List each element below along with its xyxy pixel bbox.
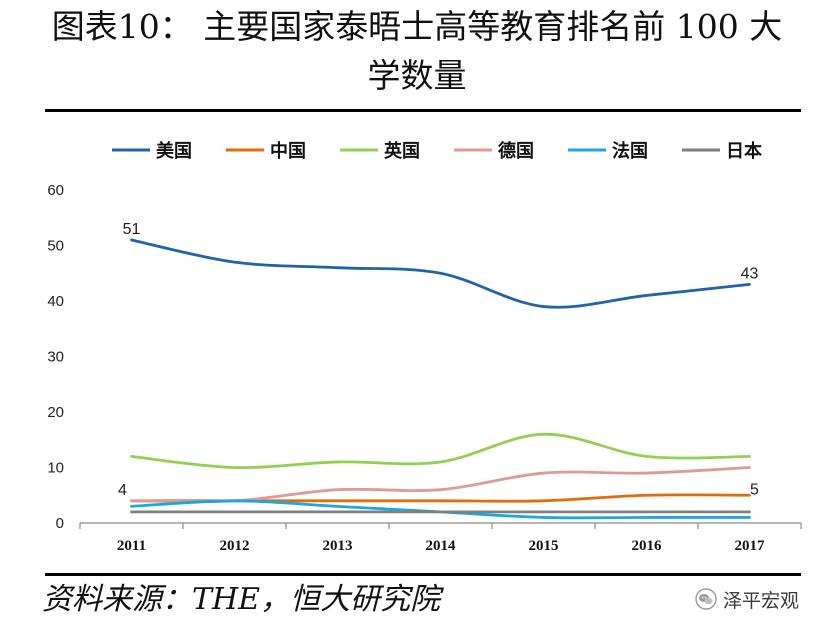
series-line-uk: [130, 432, 751, 469]
data-point-japan-2012: [232, 509, 238, 515]
data-point-france-2012: [232, 498, 238, 504]
chart-title-line-1: 图表10： 主要国家泰晤士高等教育排名前 100 大: [51, 7, 783, 46]
data-point-japan-2015: [541, 509, 547, 515]
legend-label-usa: 美国: [156, 140, 192, 162]
x-tick-label-2012: 2012: [220, 538, 250, 554]
series-japan: [129, 509, 753, 515]
data-point-germany-2013: [335, 487, 341, 493]
legend-label-china: 中国: [270, 140, 306, 162]
data-point-uk-2013: [335, 459, 341, 465]
y-tick-label: 0: [56, 515, 64, 532]
series-usa: [130, 238, 751, 310]
data-point-uk-2014: [438, 459, 444, 465]
data-point-germany-2016: [644, 470, 650, 476]
y-tick-label: 30: [47, 349, 64, 366]
legend-item-germany: 德国: [454, 140, 534, 162]
data-point-france-2017: [747, 514, 753, 520]
data-point-china-2016: [644, 492, 650, 498]
y-tick-label: 20: [47, 404, 64, 421]
data-point-japan-2016: [644, 509, 650, 515]
data-point-france-2013: [335, 503, 341, 509]
y-tick-label: 10: [47, 460, 64, 477]
wechat-icon: [695, 588, 717, 610]
chart-title-line-2: 学数量: [367, 56, 467, 95]
data-point-china-2014: [438, 498, 444, 504]
data-label-china-2011: 4: [118, 482, 127, 499]
source-note: 资料来源：THE，恒大研究院: [42, 582, 441, 617]
series-line-germany: [130, 466, 751, 504]
chart-legend: 美国 中国 英国 德国 法国 日本: [112, 140, 762, 162]
data-point-usa-2016: [644, 292, 650, 298]
x-axis: 2011 2012 2013 2014 2015 2016 2017: [79, 522, 802, 554]
data-point-germany-2015: [541, 470, 547, 476]
data-point-germany-2014: [438, 487, 444, 493]
data-point-usa-2015: [541, 304, 547, 310]
data-point-uk-2016: [644, 453, 650, 459]
data-label-usa-2017: 43: [741, 265, 759, 282]
data-point-japan-2011: [129, 509, 135, 515]
y-tick-label: 60: [47, 182, 64, 199]
legend-item-france: 法国: [568, 140, 648, 162]
x-tick-label-2014: 2014: [426, 538, 457, 554]
y-tick-label: 50: [47, 238, 64, 255]
data-label-usa-2011: 51: [123, 221, 141, 238]
data-point-france-2015: [541, 514, 547, 520]
y-tick-label: 40: [47, 293, 64, 310]
data-point-uk-2011: [129, 453, 135, 459]
series-line-usa: [130, 238, 751, 309]
data-point-germany-2011: [129, 498, 135, 504]
data-labels: 51 43 4 5: [118, 221, 759, 499]
data-point-uk-2015: [541, 431, 547, 437]
data-point-france-2011: [129, 503, 135, 509]
x-tick-label-2016: 2016: [632, 538, 663, 554]
data-point-usa-2013: [335, 265, 341, 271]
data-point-france-2016: [644, 514, 650, 520]
data-point-uk-2012: [232, 465, 238, 471]
data-point-japan-2013: [335, 509, 341, 515]
legend-label-france: 法国: [612, 140, 648, 162]
y-axis: 0 10 20 30 40 50 60: [47, 182, 64, 532]
legend-label-uk: 英国: [383, 140, 420, 162]
x-tick-label-2013: 2013: [323, 538, 353, 554]
data-point-usa-2012: [232, 259, 238, 265]
watermark: 泽平宏观: [695, 586, 799, 612]
data-point-china-2013: [335, 498, 341, 504]
plot-area: [129, 238, 753, 520]
top-rule: [45, 109, 801, 112]
data-label-china-2017: 5: [750, 481, 759, 498]
legend-label-germany: 德国: [498, 140, 534, 162]
legend-item-usa: 美国: [112, 140, 192, 162]
data-point-uk-2017: [747, 453, 753, 459]
data-point-china-2015: [541, 498, 547, 504]
legend-label-japan: 日本: [726, 140, 762, 162]
x-tick-label-2015: 2015: [529, 538, 559, 554]
watermark-text: 泽平宏观: [723, 589, 800, 612]
data-point-japan-2014: [438, 509, 444, 515]
x-tick-label-2011: 2011: [117, 538, 146, 554]
data-point-japan-2017: [747, 509, 753, 515]
bottom-rule: [45, 573, 801, 576]
legend-item-uk: 英国: [340, 140, 420, 162]
data-point-germany-2017: [747, 465, 753, 471]
x-tick-label-2017: 2017: [735, 538, 766, 554]
legend-item-china: 中国: [226, 140, 306, 162]
data-point-usa-2014: [438, 270, 444, 276]
legend-item-japan: 日本: [682, 140, 762, 162]
series-uk: [129, 431, 753, 471]
